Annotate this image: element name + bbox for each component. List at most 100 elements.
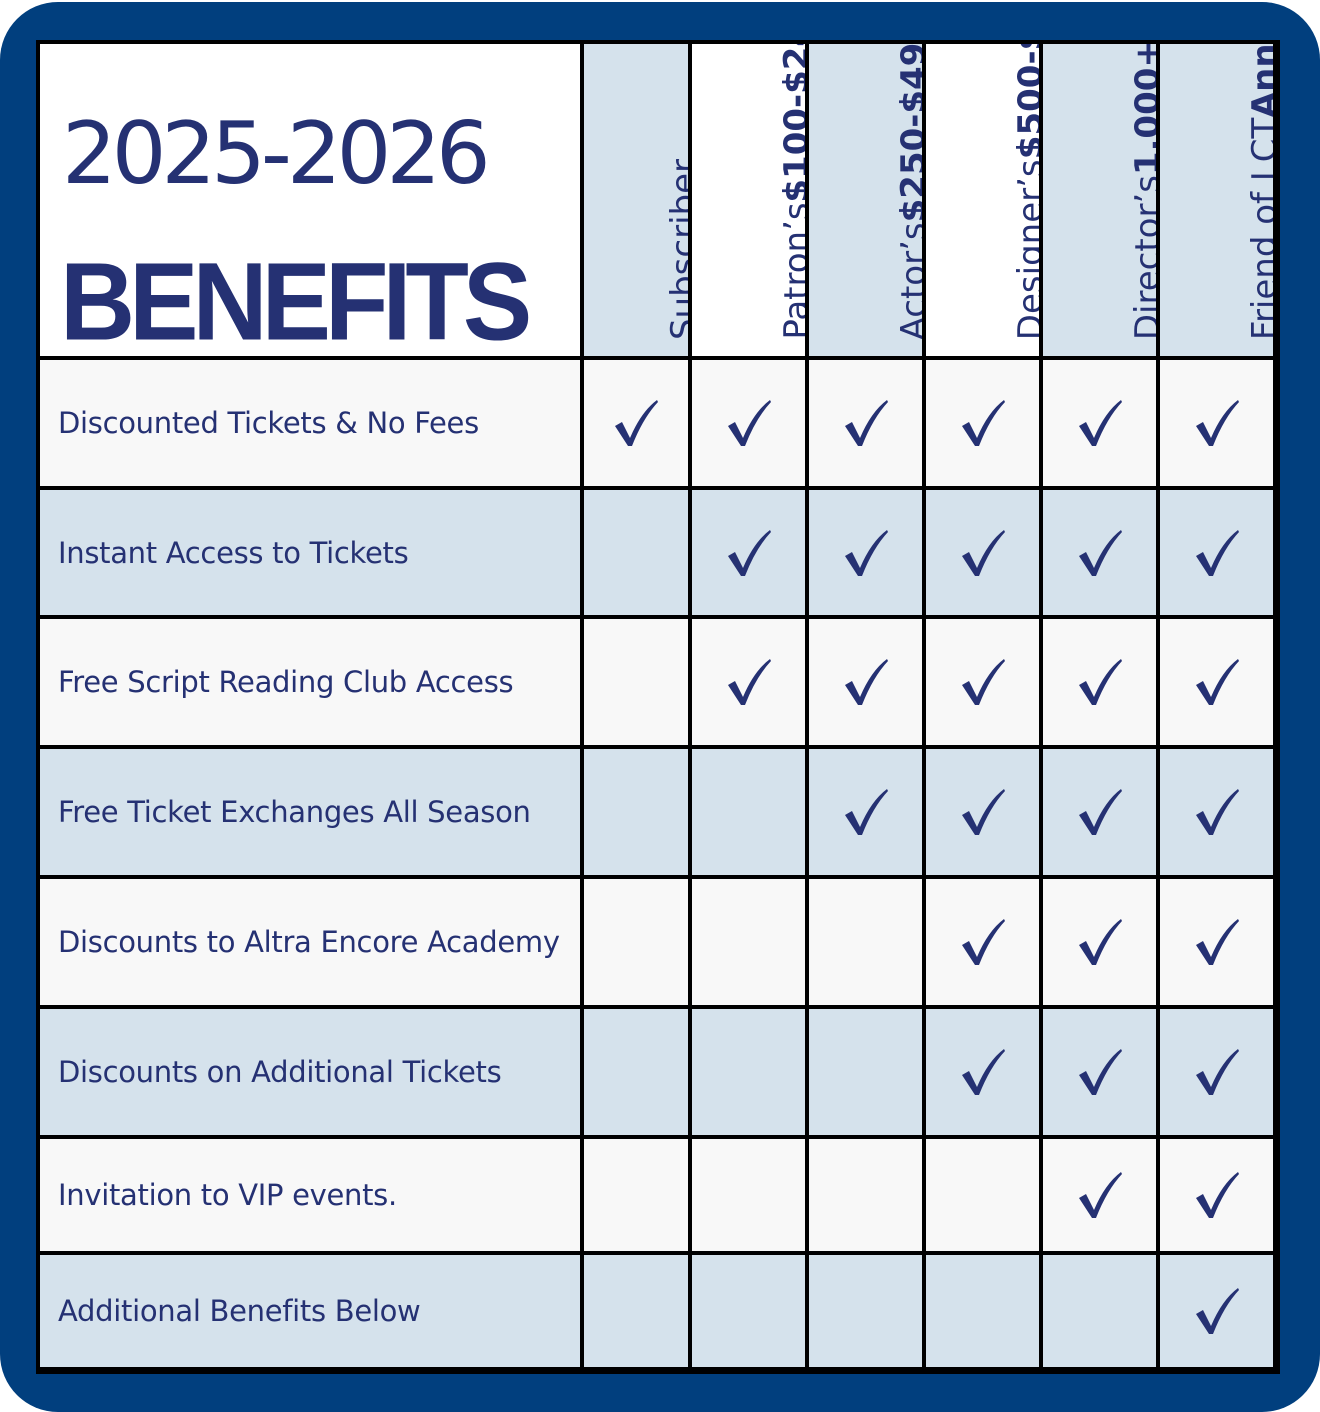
- title-year: 2025-2026: [62, 104, 491, 204]
- tier-heading: Subscriber: [660, 159, 688, 340]
- benefit-label: Discounted Tickets & No Fees: [58, 406, 479, 440]
- tier-name: Designer’s: [1010, 159, 1040, 340]
- benefit-cell: [584, 490, 688, 615]
- benefit-cell: [584, 879, 688, 1005]
- checkmark-icon: [960, 528, 1006, 578]
- checkmark-icon: [1194, 528, 1240, 578]
- benefit-cell: [1043, 490, 1156, 615]
- benefit-cell: [926, 879, 1039, 1005]
- tier-amount: $250-$499: [893, 44, 923, 222]
- benefit-row-label-cell: Free Script Reading Club Access: [40, 619, 580, 745]
- checkmark-icon: [1077, 528, 1123, 578]
- tier-heading: Actor’s$250-$499: [890, 44, 923, 340]
- tier-amount: $500-$999: [1010, 44, 1040, 160]
- tier-heading: Director’s 1,000+: [1124, 44, 1157, 340]
- benefit-cell: [926, 490, 1039, 615]
- tier-header-3: Designer’s$500-$999: [926, 44, 1039, 356]
- checkmark-icon: [960, 398, 1006, 448]
- benefit-cell: [926, 1255, 1039, 1367]
- benefit-cell: [926, 619, 1039, 745]
- tier-header-5: Friend of LCTAnnual Pledge: [1160, 44, 1273, 356]
- benefit-label: Additional Benefits Below: [58, 1294, 421, 1328]
- benefit-cell: [1043, 1009, 1156, 1135]
- tier-header-2: Actor’s$250-$499: [809, 44, 922, 356]
- tier-amount: Annual Pledge: [1241, 44, 1274, 118]
- checkmark-icon: [843, 657, 889, 707]
- benefit-cell: [692, 619, 805, 745]
- checkmark-icon: [960, 787, 1006, 837]
- checkmark-icon: [1194, 1286, 1240, 1336]
- checkmark-icon: [1194, 398, 1240, 448]
- benefit-cell: [1043, 619, 1156, 745]
- benefit-cell: [1160, 619, 1273, 745]
- checkmark-icon: [1077, 1170, 1123, 1220]
- benefit-cell: [584, 1255, 688, 1367]
- benefit-label: Discounts on Additional Tickets: [58, 1055, 502, 1089]
- benefit-cell: [692, 490, 805, 615]
- tier-amount: $100-$249: [776, 44, 806, 203]
- benefit-row-label-cell: Invitation to VIP events.: [40, 1139, 580, 1251]
- checkmark-icon: [843, 398, 889, 448]
- title-main: BENEFITS: [60, 241, 532, 356]
- checkmark-icon: [726, 528, 772, 578]
- benefit-cell: [809, 749, 922, 875]
- benefit-label: Invitation to VIP events.: [58, 1178, 397, 1212]
- benefit-cell: [809, 619, 922, 745]
- benefit-cell: [1160, 1139, 1273, 1251]
- benefit-cell: [1160, 490, 1273, 615]
- checkmark-icon: [1194, 1047, 1240, 1097]
- benefit-cell: [926, 360, 1039, 486]
- benefit-cell: [584, 1139, 688, 1251]
- checkmark-icon: [843, 528, 889, 578]
- benefit-cell: [584, 360, 688, 486]
- benefit-label: Discounts to Altra Encore Academy: [58, 925, 560, 959]
- benefit-cell: [584, 1009, 688, 1135]
- benefit-cell: [584, 749, 688, 875]
- benefit-cell: [1043, 360, 1156, 486]
- benefit-row-label-cell: Discounts on Additional Tickets: [40, 1009, 580, 1135]
- benefits-table: 2025-2026 BENEFITS Subscriber Patron’s $10…: [36, 40, 1280, 1374]
- tier-heading: Designer’s$500-$999: [1007, 44, 1040, 340]
- benefit-label: Instant Access to Tickets: [58, 535, 409, 570]
- tier-name: Actor’s: [893, 222, 923, 340]
- tier-name: Director’s: [1127, 174, 1157, 340]
- tier-header-1: Patron’s$100-$249: [692, 44, 805, 356]
- checkmark-icon: [1194, 917, 1240, 967]
- benefit-cell: [809, 879, 922, 1005]
- checkmark-icon: [1194, 657, 1240, 707]
- benefit-cell: [692, 360, 805, 486]
- tier-amount: 1,000+: [1127, 44, 1157, 175]
- benefit-cell: [1043, 749, 1156, 875]
- title-cell: 2025-2026 BENEFITS: [40, 44, 580, 356]
- benefit-cell: [1043, 1139, 1156, 1251]
- benefit-cell: [926, 1009, 1039, 1135]
- benefit-cell: [1160, 1255, 1273, 1367]
- benefit-cell: [1160, 749, 1273, 875]
- benefit-cell: [926, 1139, 1039, 1251]
- tier-header-4: Director’s 1,000+: [1043, 44, 1156, 356]
- benefit-row-label-cell: Discounts to Altra Encore Academy: [40, 879, 580, 1005]
- tier-name: Subscriber: [664, 158, 688, 340]
- checkmark-icon: [1077, 398, 1123, 448]
- tier-name: Friend of LCT: [1244, 117, 1274, 340]
- checkmark-icon: [726, 657, 772, 707]
- benefit-cell: [692, 879, 805, 1005]
- checkmark-icon: [1077, 917, 1123, 967]
- checkmark-icon: [960, 657, 1006, 707]
- benefit-cell: [809, 360, 922, 486]
- benefit-row-label-cell: Instant Access to Tickets: [40, 490, 580, 615]
- benefit-row-label-cell: Free Ticket Exchanges All Season: [40, 749, 580, 875]
- benefit-cell: [692, 1009, 805, 1135]
- benefit-label: Free Script Reading Club Access: [58, 665, 514, 699]
- tier-name: Patron’s: [776, 202, 806, 340]
- benefit-cell: [809, 1009, 922, 1135]
- benefit-cell: [809, 490, 922, 615]
- benefit-row-label-cell: Discounted Tickets & No Fees: [40, 360, 580, 486]
- benefit-cell: [1160, 360, 1273, 486]
- checkmark-icon: [726, 398, 772, 448]
- benefit-cell: [1160, 879, 1273, 1005]
- benefit-cell: [809, 1255, 922, 1367]
- benefit-cell: [809, 1139, 922, 1251]
- checkmark-icon: [1077, 787, 1123, 837]
- benefit-cell: [692, 1139, 805, 1251]
